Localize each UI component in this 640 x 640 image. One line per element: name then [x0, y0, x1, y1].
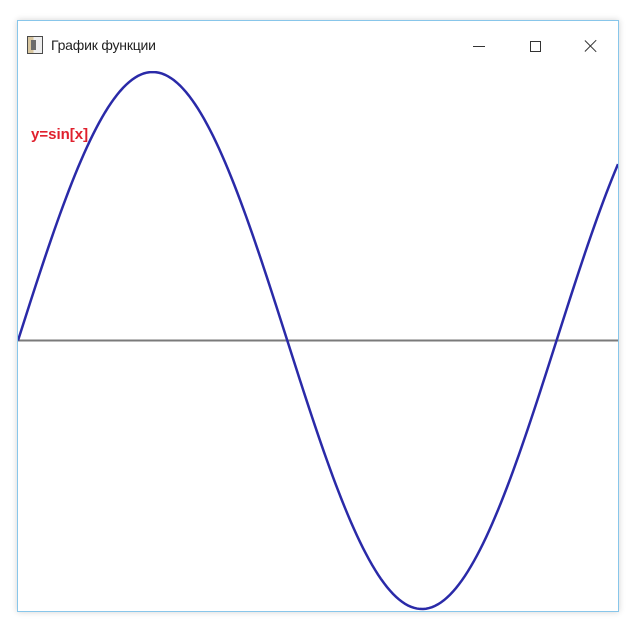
title-bar[interactable]: График функции — [18, 21, 618, 71]
app-window: График функции y=sin[x] — [17, 20, 619, 612]
maximize-icon — [529, 40, 541, 52]
minimize-icon — [473, 45, 485, 47]
close-button[interactable] — [568, 31, 614, 61]
maximize-button[interactable] — [512, 31, 558, 61]
function-graph — [18, 71, 618, 611]
window-title: График функции — [51, 37, 156, 53]
plot-area: y=sin[x] — [18, 71, 618, 611]
app-icon — [27, 36, 43, 54]
close-icon — [584, 39, 598, 53]
sine-curve — [18, 71, 618, 611]
function-label: y=sin[x] — [31, 126, 89, 143]
minimize-button[interactable] — [456, 31, 502, 61]
